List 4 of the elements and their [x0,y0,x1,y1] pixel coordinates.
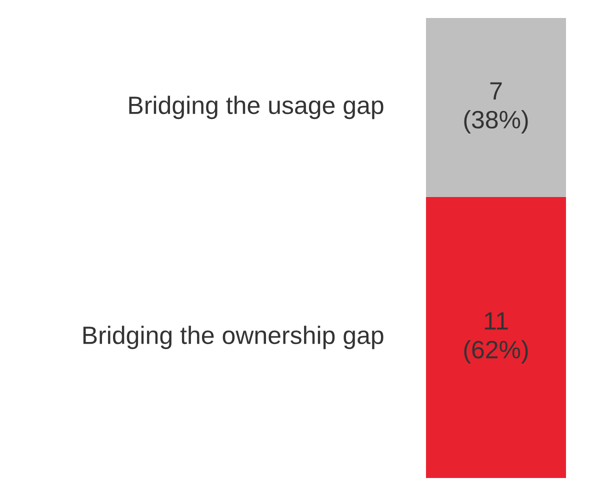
series-label: Bridging the ownership gap [83,326,384,350]
data-label: 11 (62%) [464,312,528,364]
data-label: 7 (38%) [464,82,528,134]
series-label: Bridging the usage gap [129,96,384,120]
